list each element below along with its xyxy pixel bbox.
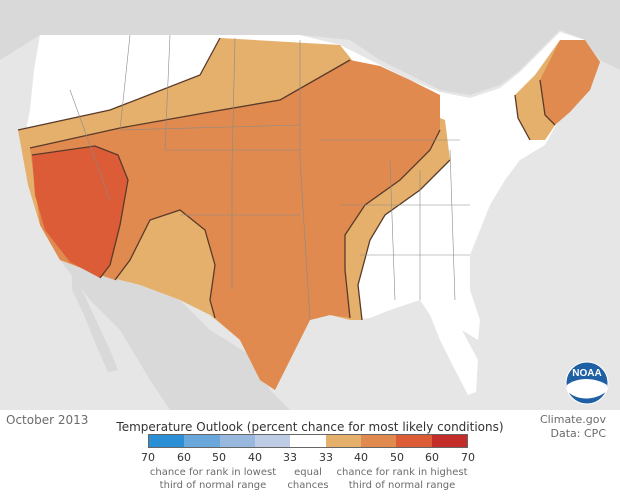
legend-swatch-1	[184, 435, 220, 447]
below-normal-note-line2: third of normal range	[159, 480, 267, 491]
above-normal-50-zone	[32, 146, 128, 278]
legend-tick-2: 50	[212, 451, 226, 464]
noaa-logo: NOAA	[565, 361, 609, 405]
data-source-credit: Data: CPC	[550, 427, 606, 440]
above-normal-40-zone	[30, 60, 440, 390]
equal-chances-note: equal chances	[287, 466, 328, 492]
below-normal-note-line1: chance for rank in lowest	[149, 467, 277, 478]
state-borders	[69, 34, 470, 321]
legend-swatch-0	[149, 435, 185, 447]
outlook-month-label: October 2013	[6, 413, 89, 427]
equal-chances-note-line2: chances	[287, 480, 329, 491]
legend-tick-1: 60	[177, 451, 191, 464]
mexico-landmass	[60, 260, 290, 410]
legend-swatch-4	[290, 435, 326, 447]
above-normal-note-line2: third of normal range	[348, 480, 456, 491]
legend-title: Temperature Outlook (percent chance for …	[116, 420, 504, 434]
northeast-above-40-zone	[540, 40, 600, 125]
legend-tick-3: 40	[248, 451, 262, 464]
site-credit: Climate.gov	[539, 413, 606, 426]
legend-tick-5: 33	[319, 451, 333, 464]
equal-chances-note-line1: equal	[294, 467, 322, 478]
outlook-map	[0, 0, 620, 410]
baja-landmass	[72, 270, 118, 372]
legend-tick-8: 60	[425, 451, 439, 464]
probability-contours	[17, 37, 556, 321]
legend-swatch-6	[360, 435, 397, 447]
legend-tick-4: 33	[283, 451, 297, 464]
legend-tick-6: 40	[354, 451, 368, 464]
above-normal-note-line1: chance for rank in highest	[336, 467, 468, 478]
legend-swatch-8	[431, 435, 467, 447]
legend-color-bar	[148, 434, 468, 448]
legend-tick-0: 70	[141, 451, 155, 464]
above-normal-note: chance for rank in highest third of norm…	[337, 466, 468, 492]
noaa-logo-text: NOAA	[572, 368, 601, 379]
legend-swatch-3	[254, 435, 291, 447]
canada-landmass	[0, 0, 620, 95]
below-normal-note: chance for rank in lowest third of norma…	[150, 466, 276, 492]
legend-swatch-5	[325, 435, 361, 447]
legend-tick-9: 70	[461, 451, 475, 464]
legend-tick-7: 50	[390, 451, 404, 464]
legend-swatch-2	[219, 435, 255, 447]
us-outlook-map-svg	[0, 0, 620, 410]
legend-swatch-7	[396, 435, 432, 447]
florida-peninsula	[420, 300, 478, 395]
